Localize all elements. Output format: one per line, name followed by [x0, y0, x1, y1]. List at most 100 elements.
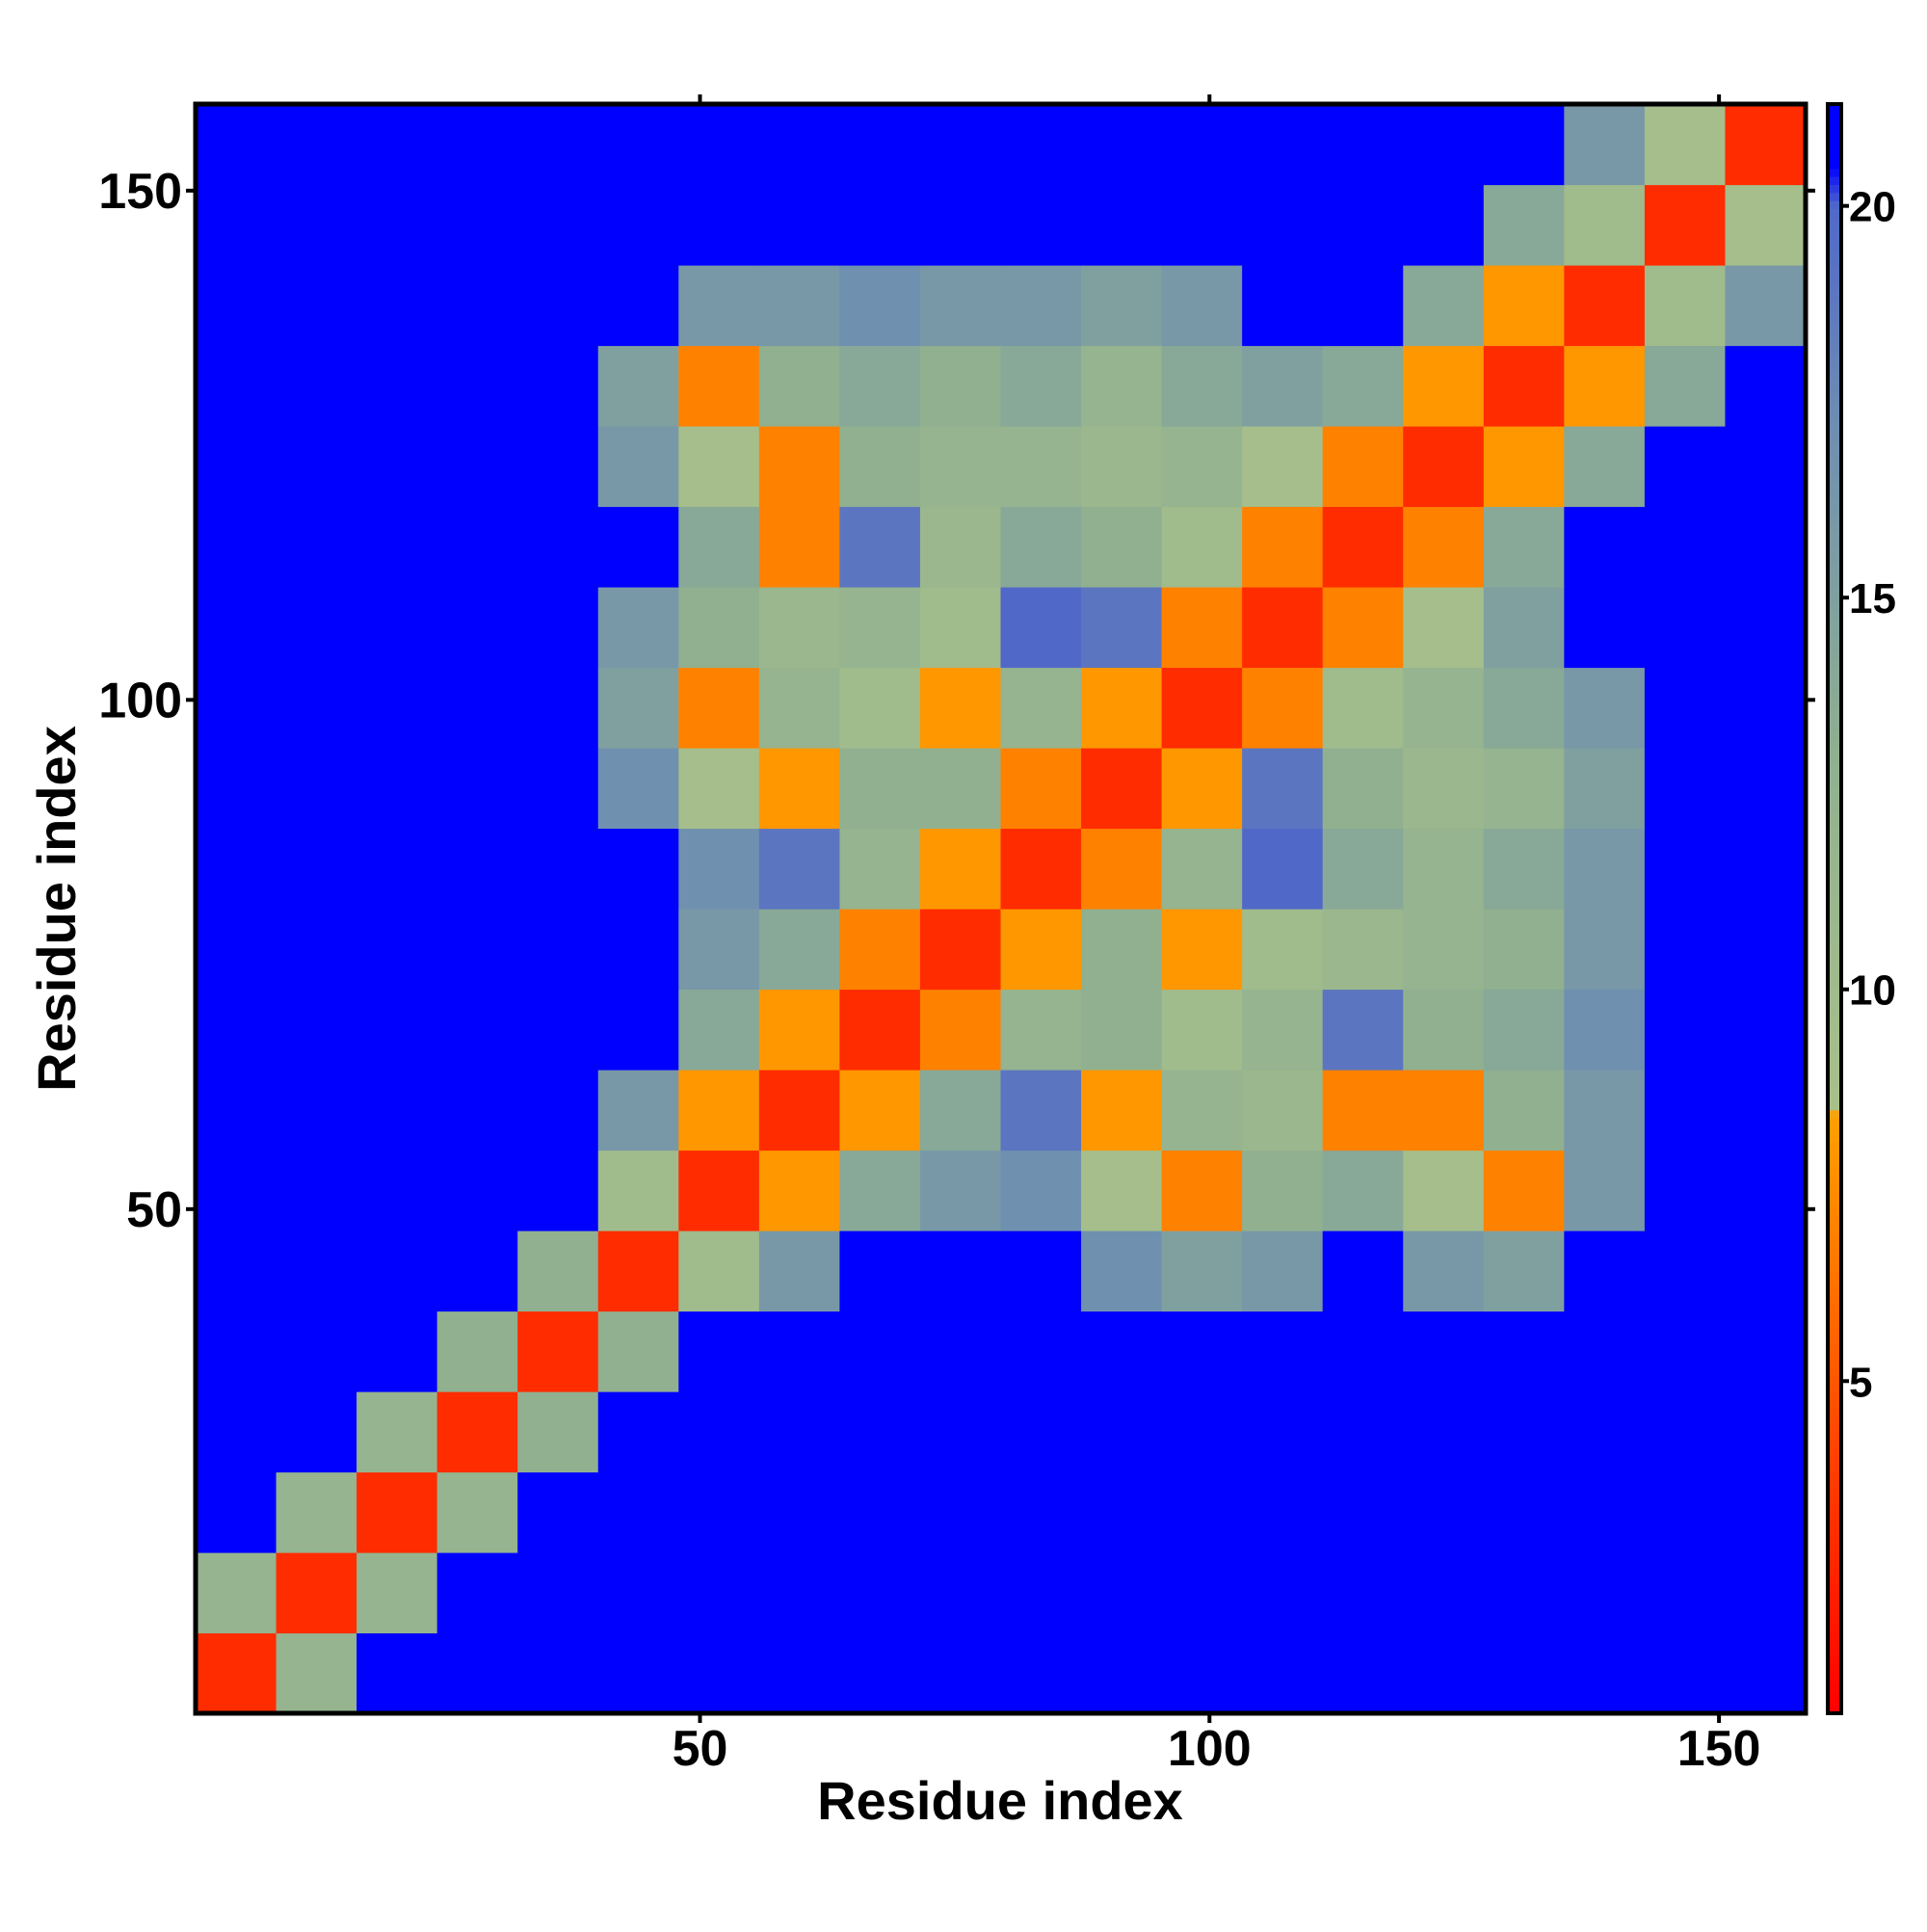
x-tick-label: 50 — [673, 1721, 728, 1777]
heatmap-cell — [1242, 184, 1324, 266]
heatmap-cell — [276, 345, 357, 427]
heatmap-cell — [436, 265, 518, 347]
heatmap-cell — [1564, 1391, 1646, 1473]
colorbar-step — [1828, 506, 1841, 516]
heatmap-cell — [1322, 748, 1404, 830]
heatmap-cell — [1322, 1231, 1404, 1312]
colorbar-step — [1828, 643, 1841, 652]
heatmap-cell — [1242, 748, 1324, 830]
heatmap-cell — [1403, 989, 1485, 1071]
colorbar-step — [1828, 256, 1841, 266]
colorbar-tick-label: 5 — [1849, 1359, 1872, 1406]
heatmap-cell — [1322, 1070, 1404, 1151]
heatmap-cell — [1081, 104, 1163, 186]
heatmap-cell — [1564, 184, 1646, 266]
heatmap-cell — [1403, 909, 1485, 991]
heatmap-cell — [1322, 1391, 1404, 1473]
colorbar-step — [1828, 1351, 1841, 1361]
colorbar-step — [1828, 1037, 1841, 1046]
colorbar-step — [1828, 723, 1841, 732]
heatmap-cell — [758, 587, 840, 669]
heatmap-cell — [517, 345, 599, 427]
heatmap-cell — [758, 748, 840, 830]
heatmap-cell — [1644, 1632, 1727, 1714]
heatmap-cell — [1000, 1070, 1082, 1151]
heatmap-cell — [1564, 667, 1646, 749]
heatmap-cell — [1161, 909, 1243, 991]
heatmap-cell — [839, 1070, 921, 1151]
heatmap-cell — [1403, 1632, 1485, 1714]
colorbar-step — [1828, 1150, 1841, 1159]
heatmap-cell — [758, 989, 840, 1071]
heatmap-cell — [1242, 667, 1324, 749]
colorbar-step — [1828, 916, 1841, 926]
colorbar-step — [1828, 1681, 1841, 1690]
heatmap-cell — [1322, 1632, 1404, 1714]
colorbar-step — [1828, 1640, 1841, 1650]
colorbar-step — [1828, 192, 1841, 201]
heatmap-cell — [839, 1150, 921, 1231]
heatmap-cell — [1000, 748, 1082, 830]
colorbar-step — [1828, 667, 1841, 676]
heatmap-cell — [1242, 909, 1324, 991]
heatmap-cell — [436, 506, 518, 588]
heatmap-cell — [1644, 1070, 1727, 1151]
colorbar-step — [1828, 273, 1841, 282]
colorbar-step — [1828, 1592, 1841, 1601]
heatmap-cell — [1403, 1391, 1485, 1473]
heatmap-cell — [1725, 1471, 1807, 1553]
colorbar-step — [1828, 611, 1841, 620]
heatmap-cell — [1322, 667, 1404, 749]
heatmap-cell — [678, 989, 760, 1071]
y-tick-label: 150 — [98, 164, 182, 220]
heatmap-cell — [678, 1231, 760, 1312]
heatmap-cell — [1000, 345, 1082, 427]
heatmap-cell — [436, 1150, 518, 1231]
colorbar-step — [1828, 900, 1841, 910]
heatmap-cell — [597, 989, 679, 1071]
heatmap-cell — [1644, 345, 1727, 427]
colorbar-step — [1828, 1005, 1841, 1015]
heatmap-cell — [1644, 104, 1727, 186]
heatmap-cell — [1725, 909, 1807, 991]
colorbar-step — [1828, 1118, 1841, 1126]
heatmap-cell — [1161, 1150, 1243, 1231]
heatmap-cell — [1725, 1391, 1807, 1473]
colorbar-step — [1828, 280, 1841, 290]
heatmap-cell — [196, 1391, 277, 1473]
heatmap-cell — [1000, 1391, 1082, 1473]
colorbar-step — [1828, 1310, 1841, 1320]
heatmap-cell — [1403, 1150, 1485, 1231]
heatmap-cell — [758, 345, 840, 427]
heatmap-cell — [356, 345, 438, 427]
heatmap-cell — [1242, 265, 1324, 347]
colorbar-step — [1828, 715, 1841, 725]
heatmap-cell — [758, 1070, 840, 1151]
colorbar-step — [1828, 1399, 1841, 1409]
colorbar-step — [1828, 1094, 1841, 1102]
heatmap-cell — [436, 104, 518, 186]
colorbar-step — [1828, 570, 1841, 580]
heatmap-cell — [1161, 184, 1243, 266]
colorbar-step — [1828, 240, 1841, 250]
heatmap-cell — [839, 1632, 921, 1714]
heatmap-cell — [678, 1150, 760, 1231]
colorbar-step — [1828, 249, 1841, 258]
heatmap-cell — [1403, 1471, 1485, 1553]
heatmap-cell — [1081, 1070, 1163, 1151]
colorbar-step — [1828, 1045, 1841, 1054]
heatmap-cell — [1725, 667, 1807, 749]
colorbar-step — [1828, 587, 1841, 595]
heatmap-cell — [1081, 184, 1163, 266]
heatmap-cell — [356, 1150, 438, 1231]
heatmap-cell — [1322, 1471, 1404, 1553]
heatmap-cell — [1644, 909, 1727, 991]
colorbar-step — [1828, 1656, 1841, 1666]
heatmap-cell — [1403, 1310, 1485, 1392]
colorbar-step — [1828, 1109, 1841, 1119]
colorbar-step — [1828, 1431, 1841, 1441]
heatmap-cell — [436, 1310, 518, 1392]
heatmap-cell — [1644, 1391, 1727, 1473]
colorbar-step — [1828, 1464, 1841, 1472]
heatmap-cell — [758, 1231, 840, 1312]
